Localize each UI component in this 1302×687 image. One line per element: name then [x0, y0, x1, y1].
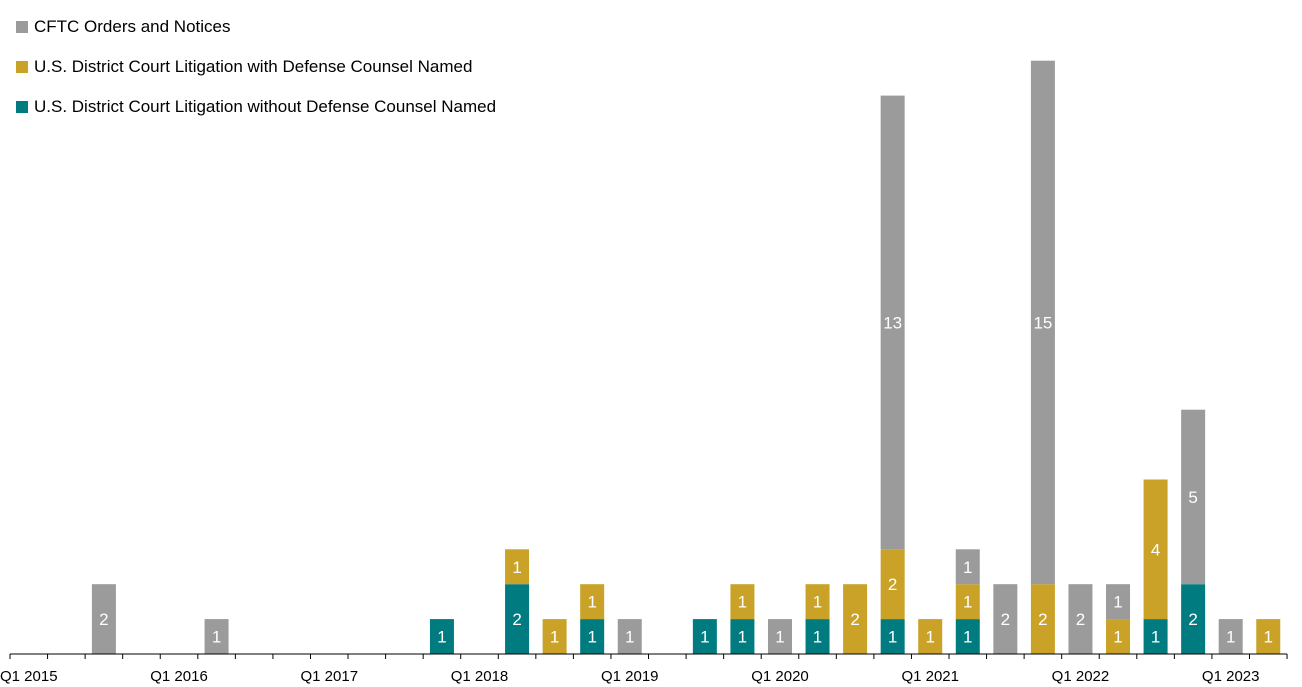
data-label: 2 [888, 575, 897, 594]
bars-layer: 2 1 1 2 1 1 1 1 1 1 1 1 1 1 1 2 1 2 13 1 1 1 1 2 2 15 2 1 1 1 4 2 5 1 1 [91, 60, 1281, 654]
x-tick-label: Q1 2023 [1202, 668, 1260, 685]
legend-label: CFTC Orders and Notices [34, 17, 231, 36]
data-label: 1 [813, 593, 822, 612]
data-label: 1 [550, 628, 559, 647]
bar-segment [1181, 584, 1206, 654]
bar-segment [429, 619, 454, 654]
x-tick-label: Q1 2020 [751, 668, 809, 685]
bar-segment [880, 619, 905, 654]
bar-segment [692, 619, 717, 654]
legend-item: U.S. District Court Litigation with Defe… [16, 47, 496, 87]
bar-segment [204, 619, 229, 654]
data-label: 15 [1033, 313, 1052, 332]
bar-segment [1181, 409, 1206, 585]
legend-swatch [16, 21, 28, 33]
data-label: 1 [1151, 628, 1160, 647]
x-tick-label: Q1 2018 [451, 668, 509, 685]
bar-segment [1106, 584, 1131, 620]
bar-segment [880, 95, 905, 550]
x-tick-label: Q1 2017 [300, 668, 358, 685]
data-label: 1 [738, 593, 747, 612]
bar-segment [1143, 619, 1168, 654]
bar-segment [880, 549, 905, 620]
data-label: 2 [1076, 610, 1085, 629]
data-label: 1 [1264, 628, 1273, 647]
data-label: 1 [625, 628, 634, 647]
data-label: 1 [925, 628, 934, 647]
bar-segment [542, 619, 567, 654]
data-label: 1 [1113, 628, 1122, 647]
bar-segment [505, 549, 530, 585]
bar-segment [918, 619, 943, 654]
data-label: 1 [1113, 593, 1122, 612]
bar-segment [805, 584, 830, 620]
bar-segment [955, 549, 980, 585]
data-label: 1 [212, 628, 221, 647]
data-label: 1 [963, 593, 972, 612]
data-label: 13 [883, 313, 902, 332]
bar-segment [617, 619, 642, 654]
data-label: 1 [963, 628, 972, 647]
legend-label: U.S. District Court Litigation with Defe… [34, 57, 473, 76]
legend-label: U.S. District Court Litigation without D… [34, 97, 497, 116]
data-label: 1 [512, 558, 521, 577]
data-label: 5 [1188, 488, 1197, 507]
data-label: 2 [99, 610, 108, 629]
legend-item: CFTC Orders and Notices [16, 7, 496, 47]
data-label: 1 [1226, 628, 1235, 647]
data-label: 2 [1038, 610, 1047, 629]
x-tick-label: Q1 2022 [1052, 668, 1110, 685]
bar-segment [1030, 60, 1055, 585]
data-label: 1 [813, 628, 822, 647]
bar-segment [955, 584, 980, 620]
bar-segment [955, 619, 980, 654]
data-label: 1 [437, 628, 446, 647]
bar-segment [843, 584, 868, 654]
data-label: 1 [775, 628, 784, 647]
data-label: 2 [512, 610, 521, 629]
data-label: 1 [587, 593, 596, 612]
bar-segment [1106, 619, 1131, 654]
x-tick-label: Q1 2019 [601, 668, 659, 685]
x-tick-label: Q1 2021 [901, 668, 959, 685]
data-label: 1 [587, 628, 596, 647]
legend-item: U.S. District Court Litigation without D… [16, 87, 496, 127]
bar-segment [1218, 619, 1243, 654]
bar-segment [993, 584, 1018, 654]
bar-segment [580, 584, 605, 620]
x-tick-label: Q1 2015 [0, 668, 58, 685]
bar-segment [91, 584, 116, 654]
data-label: 4 [1151, 540, 1160, 559]
bar-segment [805, 619, 830, 654]
legend-swatch [16, 61, 28, 73]
data-label: 2 [1188, 610, 1197, 629]
bar-segment [1030, 584, 1055, 654]
x-axis: Q1 2015 Q1 2016 Q1 2017 Q1 2018 Q1 2019 Q1 20… [0, 653, 1288, 685]
bar-segment [730, 619, 755, 654]
bar-segment [1068, 584, 1093, 654]
data-label: 1 [738, 628, 747, 647]
data-label: 1 [963, 558, 972, 577]
bar-segment [730, 584, 755, 620]
legend-swatch [16, 101, 28, 113]
bar-segment [1143, 479, 1168, 620]
data-label: 2 [850, 610, 859, 629]
data-label: 2 [1001, 610, 1010, 629]
data-label: 1 [888, 628, 897, 647]
bar-segment [505, 584, 530, 654]
bar-segment [580, 619, 605, 654]
data-label: 1 [700, 628, 709, 647]
chart-legend: CFTC Orders and Notices U.S. District Cou… [16, 7, 496, 127]
x-tick-label: Q1 2016 [150, 668, 208, 685]
bar-segment [1256, 619, 1281, 654]
bar-segment [767, 619, 792, 654]
